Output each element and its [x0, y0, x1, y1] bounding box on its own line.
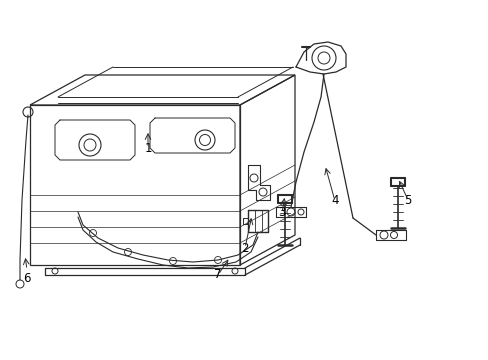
Text: 6: 6	[23, 271, 31, 284]
Text: 7: 7	[214, 269, 221, 282]
Text: 4: 4	[330, 194, 338, 207]
Text: 3: 3	[278, 207, 285, 220]
Text: 5: 5	[404, 194, 411, 207]
Text: 1: 1	[144, 141, 151, 154]
Text: 2: 2	[241, 242, 248, 255]
